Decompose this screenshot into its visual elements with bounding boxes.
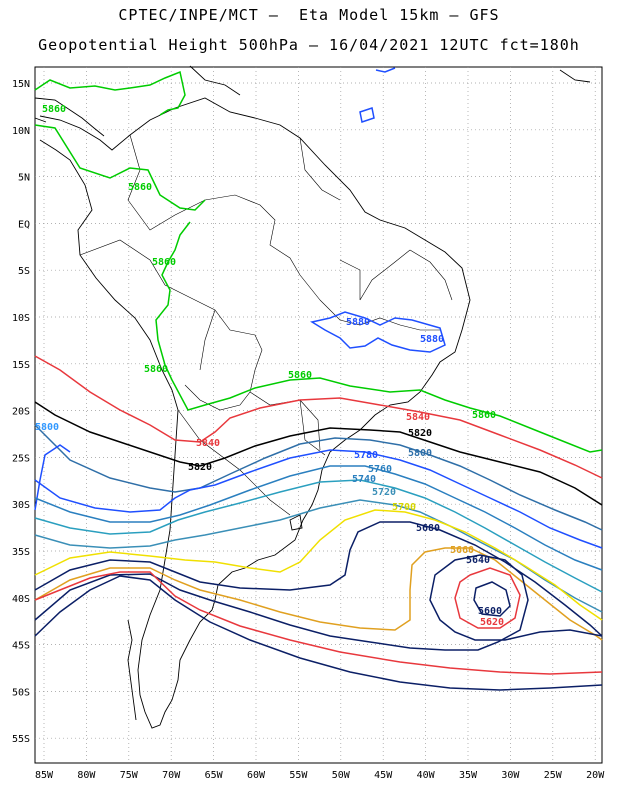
- contour-5880-north: [359, 67, 396, 123]
- contour-5760: [34, 465, 603, 571]
- label-5880-b: 5880: [420, 334, 444, 345]
- contour-5840: [34, 355, 603, 479]
- lat-tick-label: EQ: [18, 219, 30, 230]
- lat-tick-label: 35S: [12, 547, 30, 558]
- label-5860-a: 5860: [42, 104, 66, 115]
- lat-tick-label: 15S: [12, 360, 30, 371]
- latitude-labels: 15N 10N 5N EQ 5S 10S 15S 20S 25S 30S 35S 40S 45S 50S 5…: [12, 79, 30, 745]
- lat-tick-label: 5N: [18, 173, 30, 184]
- contour-5800: [34, 424, 603, 531]
- lat-tick-label: 40S: [12, 594, 30, 605]
- lat-tick-label: 25S: [12, 453, 30, 464]
- contour-label-group: 5860 5860 5860 5860 5860 5860 5880 5880 …: [35, 104, 504, 628]
- contour-5600-low: [473, 581, 511, 617]
- lat-tick-label: 10N: [12, 126, 30, 137]
- lat-tick-label: 45S: [12, 641, 30, 652]
- plot-frame: [34, 66, 603, 764]
- contour-5700: [34, 509, 603, 621]
- south-america-outline: [39, 97, 471, 729]
- label-5860-f: 5860: [472, 410, 496, 421]
- lat-tick-label: 10S: [12, 313, 30, 324]
- central-america-outline: [34, 97, 105, 137]
- lon-tick-label: 85W: [35, 770, 54, 781]
- label-5720: 5720: [372, 487, 396, 498]
- label-5660: 5660: [450, 545, 474, 556]
- label-5740: 5740: [352, 474, 376, 485]
- label-5640: 5640: [466, 555, 490, 566]
- lon-tick-label: 60W: [247, 770, 266, 781]
- lon-tick-label: 30W: [501, 770, 520, 781]
- label-5600: 5600: [478, 606, 502, 617]
- label-5800-a: 5800: [35, 422, 59, 433]
- label-5820-b: 5820: [188, 462, 212, 473]
- label-5680: 5680: [416, 523, 440, 534]
- contour-5620-low: [454, 567, 521, 629]
- coastlines: [34, 65, 591, 729]
- lon-tick-label: 80W: [77, 770, 96, 781]
- lat-tick-label: 15N: [12, 79, 30, 90]
- longitude-labels: 85W 80W 75W 70W 65W 60W 55W 50W 45W 40W 35W 30W 25W 2…: [35, 770, 605, 781]
- lon-tick-label: 65W: [205, 770, 224, 781]
- lon-tick-label: 70W: [162, 770, 181, 781]
- label-5860-c: 5860: [152, 257, 176, 268]
- lat-tick-label: 30S: [12, 500, 30, 511]
- label-5860-d: 5860: [144, 364, 168, 375]
- map-subtitle: Geopotential Height 500hPa – 16/04/2021 …: [38, 36, 580, 54]
- label-5860-b: 5860: [128, 182, 152, 193]
- lon-tick-label: 50W: [332, 770, 351, 781]
- label-5840-a: 5840: [406, 412, 430, 423]
- label-5760: 5760: [368, 464, 392, 475]
- label-5820-a: 5820: [408, 428, 432, 439]
- lat-tick-label: 5S: [18, 266, 30, 277]
- lon-tick-label: 45W: [374, 770, 393, 781]
- lon-tick-label: 75W: [120, 770, 139, 781]
- lon-tick-label: 55W: [289, 770, 308, 781]
- lon-tick-label: 40W: [417, 770, 436, 781]
- contour-5620: [34, 571, 603, 675]
- lon-tick-label: 20W: [586, 770, 605, 781]
- label-5860-e: 5860: [288, 370, 312, 381]
- contour-lines: [34, 67, 603, 691]
- contour-5860-north: [34, 70, 603, 453]
- contour-5780: [34, 449, 603, 549]
- contour-5800-west: [34, 444, 71, 511]
- lon-tick-label: 25W: [544, 770, 563, 781]
- contour-5640: [34, 554, 603, 651]
- map-title: CPTEC/INPE/MCT – Eta Model 15km – GFS: [118, 6, 500, 24]
- caribbean-coast: [189, 65, 591, 96]
- contour-5680: [34, 521, 603, 637]
- lat-tick-label: 20S: [12, 407, 30, 418]
- label-5700: 5700: [392, 502, 416, 513]
- lat-tick-label: 50S: [12, 687, 30, 698]
- label-5880-a: 5880: [346, 317, 370, 328]
- lat-tick-label: 55S: [12, 734, 30, 745]
- lon-tick-label: 35W: [459, 770, 478, 781]
- contour-5820: [34, 401, 603, 506]
- label-5620: 5620: [480, 617, 504, 628]
- label-5780: 5780: [354, 450, 378, 461]
- label-5840-b: 5840: [196, 438, 220, 449]
- label-5800-b: 5800: [408, 448, 432, 459]
- islands: [127, 514, 303, 721]
- contour-5660: [34, 547, 603, 641]
- contour-5600: [34, 575, 603, 691]
- contour-5880-brazil: [310, 311, 446, 353]
- contour-5740: [34, 479, 603, 593]
